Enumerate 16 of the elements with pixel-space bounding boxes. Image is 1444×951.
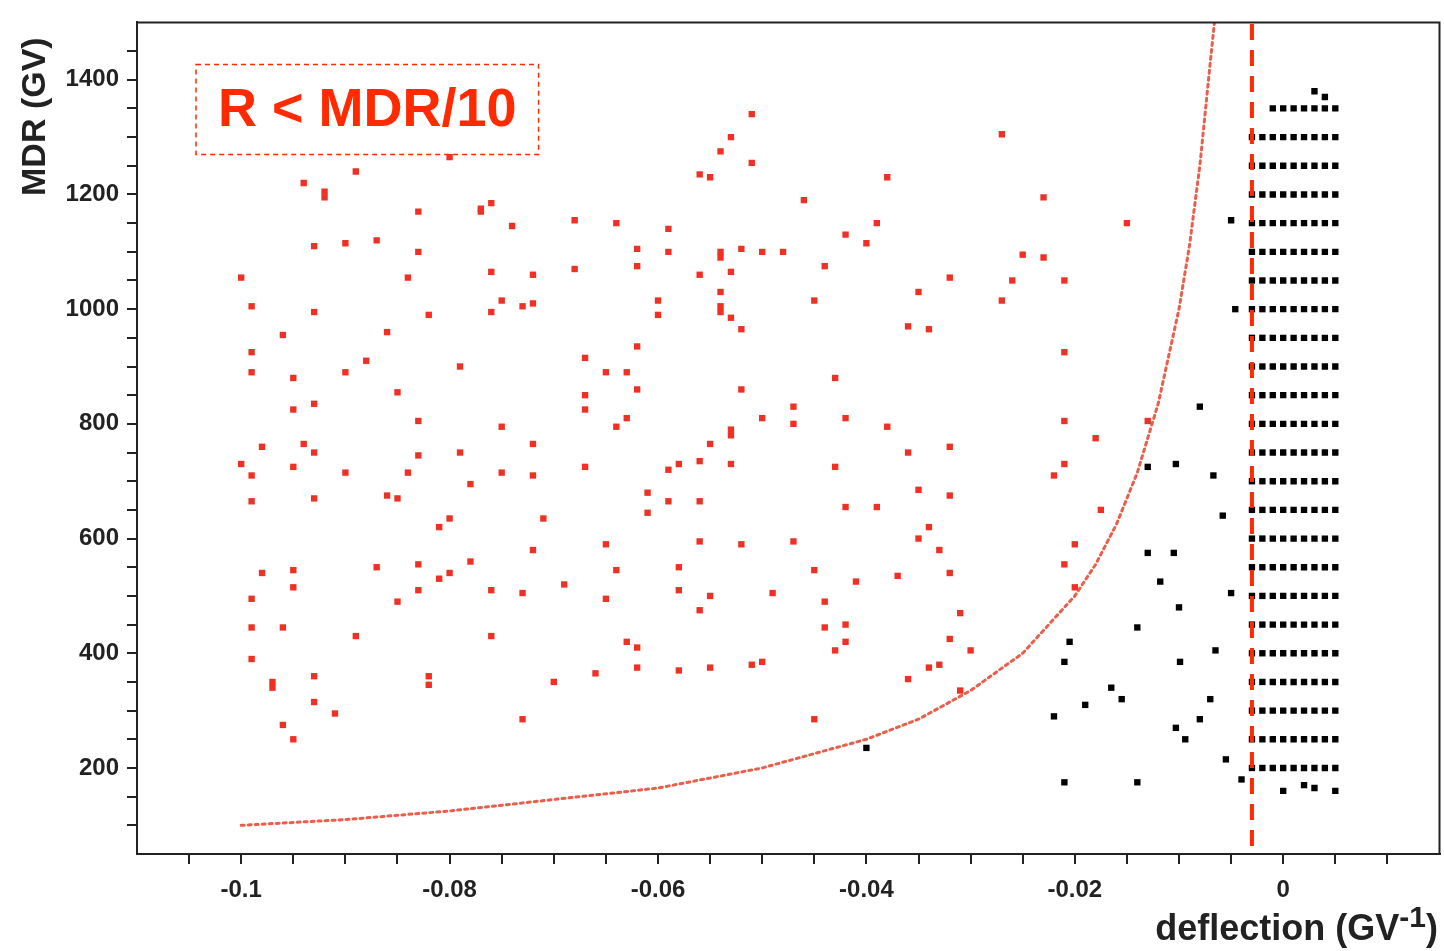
- y-tick-label: 1000: [65, 293, 119, 321]
- x-axis-title: deflection (GV$^{-1}$): [1155, 900, 1438, 948]
- annotation: R < MDR/10: [218, 77, 517, 138]
- y-tick-label: 1400: [65, 64, 119, 92]
- x-tick-label: -0.08: [422, 875, 477, 903]
- x-tick-label: -0.06: [630, 875, 686, 903]
- y-tick-label: 400: [78, 637, 119, 665]
- x-tick-label: 0: [1276, 875, 1290, 903]
- x-tick-label: -0.04: [839, 875, 895, 903]
- x-tick-label: -0.02: [1047, 875, 1103, 903]
- y-axis-title: MDR (GV): [14, 37, 53, 196]
- y-tick-label: 600: [78, 523, 119, 551]
- y-tick-label: 200: [78, 752, 119, 780]
- y-tick-label: 1200: [65, 179, 119, 207]
- y-tick-label: 800: [78, 408, 119, 436]
- x-tick-label: -0.1: [220, 875, 262, 903]
